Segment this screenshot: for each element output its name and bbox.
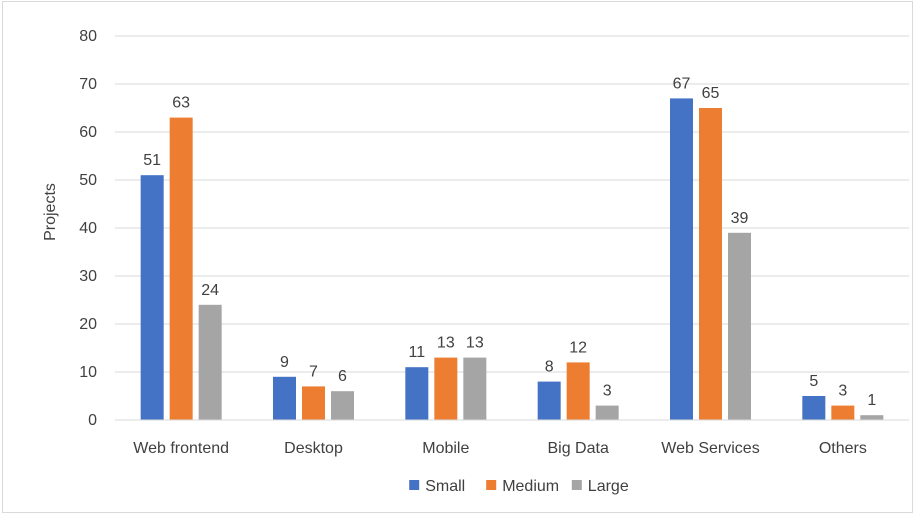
x-category-label: Web Services (661, 440, 759, 457)
data-label: 11 (409, 344, 426, 361)
data-label: 3 (838, 383, 847, 400)
data-labels: 51 63 24 9 7 6 11 13 13 8 12 3 67 65 39 5 3 1 (143, 75, 876, 409)
bar-large (463, 357, 487, 420)
bars (140, 98, 884, 421)
bar-small (405, 367, 429, 420)
y-tick-label: 50 (79, 172, 97, 189)
data-label: 13 (437, 335, 455, 352)
data-label: 12 (569, 339, 587, 356)
data-label: 1 (867, 392, 876, 409)
legend: Small Medium Large (409, 478, 629, 495)
data-label: 51 (143, 152, 161, 169)
data-label: 8 (545, 359, 554, 376)
y-axis-ticks: 0 10 20 30 40 50 60 70 80 (79, 28, 97, 429)
y-tick-label: 40 (79, 220, 97, 237)
data-label: 9 (280, 354, 289, 371)
y-tick-label: 10 (79, 364, 97, 381)
data-label: 13 (466, 335, 484, 352)
bar-small (140, 175, 164, 420)
data-label: 67 (673, 75, 691, 92)
bar-large (595, 405, 619, 420)
legend-label-medium: Medium (502, 478, 559, 495)
y-axis-title: Projects (42, 183, 59, 241)
bar-large (728, 232, 751, 420)
y-tick-label: 60 (79, 124, 97, 141)
bar-medium (434, 357, 458, 420)
bar-medium (566, 362, 590, 420)
x-category-label: Desktop (284, 440, 343, 457)
data-label: 3 (603, 383, 612, 400)
bar-large (331, 391, 354, 420)
data-label: 5 (809, 373, 818, 390)
data-label: 65 (702, 85, 720, 102)
legend-swatch-large (571, 480, 582, 490)
x-axis-categories: Web frontend Desktop Mobile Big Data Web Ser… (133, 440, 867, 457)
bar-large (198, 304, 222, 420)
gridlines (115, 35, 909, 373)
bar-large (860, 415, 884, 420)
x-category-label: Big Data (547, 440, 608, 457)
bar-small (670, 98, 693, 421)
data-label: 6 (338, 368, 347, 385)
bar-medium (169, 117, 193, 420)
bar-small (802, 396, 826, 420)
data-label: 39 (731, 210, 749, 227)
y-tick-label: 70 (79, 76, 97, 93)
bar-small (273, 376, 296, 420)
legend-label-small: Small (425, 478, 465, 495)
y-tick-label: 20 (79, 316, 97, 333)
x-category-label: Mobile (422, 440, 469, 457)
bar-medium (302, 386, 325, 420)
legend-label-large: Large (588, 478, 629, 495)
bar-medium (831, 405, 855, 420)
x-category-label: Web frontend (133, 440, 229, 457)
y-tick-label: 30 (79, 268, 97, 285)
data-label: 24 (201, 282, 219, 299)
y-tick-label: 0 (88, 412, 97, 429)
bar-medium (699, 108, 722, 420)
y-tick-label: 80 (79, 28, 97, 45)
bar-small (537, 381, 561, 420)
legend-swatch-medium (486, 480, 497, 490)
legend-swatch-small (409, 480, 420, 490)
data-label: 63 (172, 95, 190, 112)
x-category-label: Others (819, 440, 867, 457)
data-label: 7 (309, 363, 318, 380)
